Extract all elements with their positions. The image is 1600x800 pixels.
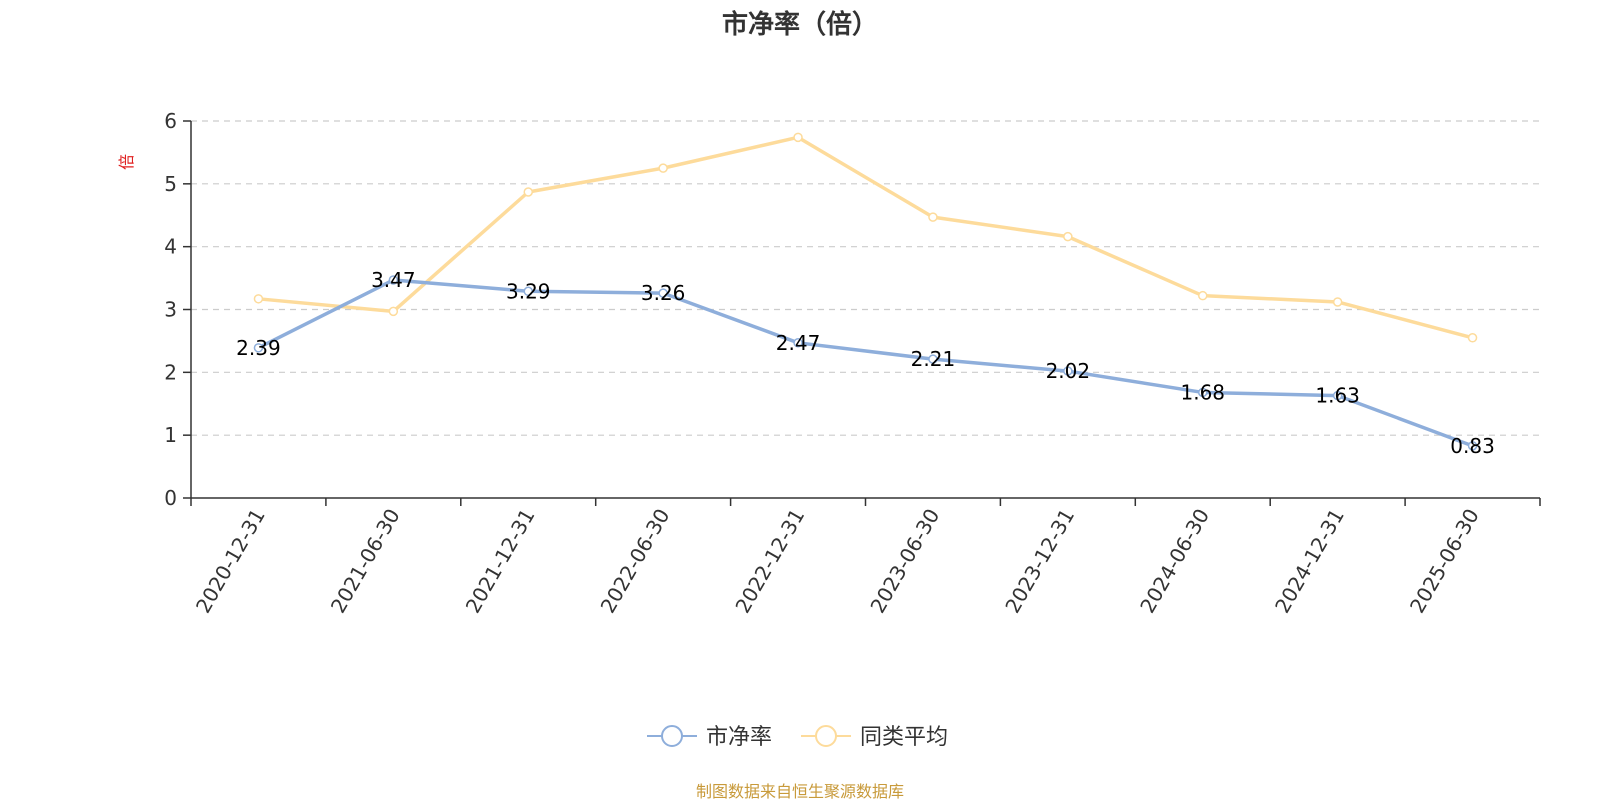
legend-marker-icon	[815, 725, 837, 747]
series-line	[258, 135, 1473, 340]
data-label: 2.47	[776, 331, 821, 355]
legend[interactable]: 市净率 同类平均	[647, 725, 948, 750]
data-point[interactable]	[523, 187, 533, 197]
legend-item[interactable]: 同类平均	[801, 725, 948, 750]
data-point[interactable]	[1467, 441, 1478, 451]
x-tick-label: 2024-06-30	[1135, 505, 1214, 618]
x-tick-label: 2021-12-31	[461, 505, 540, 618]
data-point[interactable]	[253, 294, 264, 304]
data-label: 3.29	[506, 279, 551, 303]
data-point[interactable]	[388, 275, 399, 285]
y-tick-label: 2	[164, 360, 177, 384]
y-tick-label: 3	[164, 298, 177, 322]
data-point[interactable]	[928, 354, 938, 364]
data-label: 2.21	[911, 347, 956, 371]
grid-lines	[191, 120, 1540, 436]
y-tick-label: 4	[164, 235, 177, 259]
legend-item[interactable]: 市净率	[647, 725, 772, 750]
data-point[interactable]	[388, 306, 399, 317]
axes: 0 1 2 3 4 5 6 2020-12-31 2021-06-30 2021-12-31 202…	[164, 109, 1541, 618]
data-point[interactable]	[523, 286, 533, 297]
x-tick-label: 2020-12-31	[191, 505, 270, 618]
data-point[interactable]	[1332, 297, 1343, 307]
data-point[interactable]	[928, 212, 938, 222]
data-point[interactable]	[793, 338, 803, 348]
chart-title: 市净率（倍）	[721, 10, 878, 40]
data-label: 1.63	[1315, 384, 1360, 408]
data-point[interactable]	[1467, 333, 1478, 343]
data-labels: 2.39 3.47 3.29 3.26 2.47 2.21 2.02 1.68 1.63 0.83	[236, 268, 1495, 458]
data-point[interactable]	[793, 132, 803, 143]
x-tick-label: 2022-06-30	[596, 505, 675, 618]
y-tick-label: 1	[164, 423, 177, 447]
data-point[interactable]	[253, 343, 264, 353]
y-tick-label: 5	[164, 172, 177, 196]
data-label: 1.68	[1180, 380, 1225, 404]
x-tick-label: 2023-12-31	[1000, 505, 1079, 618]
y-tick-label: 6	[164, 109, 177, 133]
data-label: 3.47	[371, 268, 416, 292]
legend-label: 市净率	[706, 725, 772, 750]
data-point[interactable]	[1198, 290, 1208, 301]
data-label: 2.39	[236, 336, 281, 360]
source-note: 制图数据来自恒生聚源数据库	[696, 782, 904, 800]
data-label: 2.02	[1046, 359, 1091, 383]
data-label: 0.83	[1450, 434, 1495, 458]
data-label: 3.26	[641, 281, 686, 305]
legend-marker-icon	[661, 725, 683, 747]
x-tick-label: 2023-06-30	[865, 505, 944, 618]
y-axis-unit-label: 倍	[117, 154, 136, 170]
data-point[interactable]	[658, 163, 668, 173]
x-tick-label: 2022-12-31	[730, 505, 809, 618]
x-tick-label: 2025-06-30	[1405, 505, 1484, 618]
series-lines	[253, 132, 1478, 451]
y-tick-label: 0	[164, 486, 177, 510]
data-point[interactable]	[1332, 390, 1343, 401]
series-line	[257, 278, 1474, 448]
data-point[interactable]	[1063, 231, 1073, 242]
data-point[interactable]	[1198, 387, 1208, 398]
x-tick-label: 2024-12-31	[1270, 505, 1349, 618]
data-point[interactable]	[658, 288, 668, 298]
legend-label: 同类平均	[860, 725, 948, 750]
data-point[interactable]	[1063, 366, 1073, 376]
x-tick-label: 2021-06-30	[326, 505, 405, 618]
